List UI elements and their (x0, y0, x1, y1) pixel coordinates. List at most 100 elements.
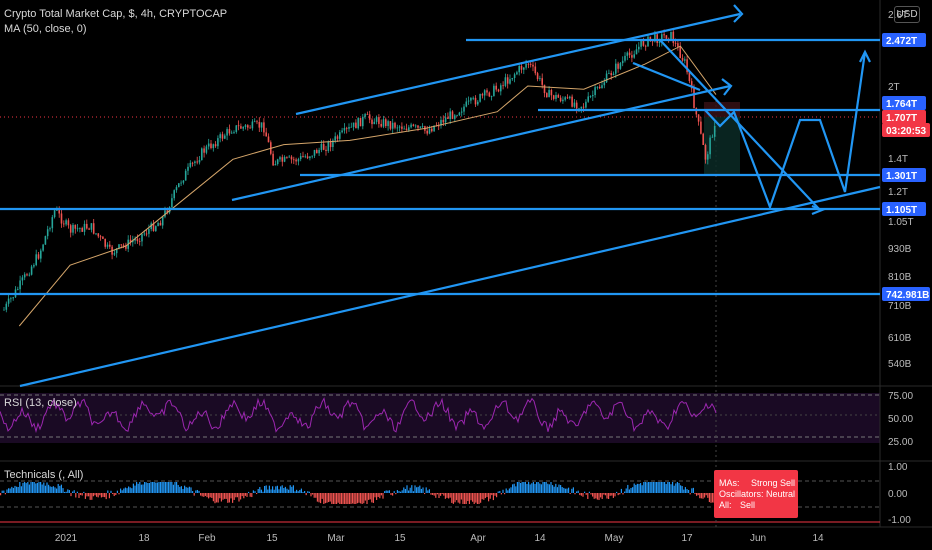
projection-path[interactable] (704, 51, 867, 211)
candle-body (497, 89, 500, 92)
candle-body (343, 127, 346, 131)
candles[interactable] (3, 27, 716, 313)
tech-bar (0, 493, 2, 496)
tech-bar (56, 488, 58, 493)
tech-bar (643, 482, 645, 493)
candle-body (86, 223, 88, 229)
candle-body (28, 274, 31, 276)
candle-body (391, 122, 394, 129)
long-support-line[interactable] (19, 185, 881, 388)
tech-bar (14, 485, 16, 493)
tech-bar (25, 483, 27, 493)
tech-bar (436, 493, 438, 495)
ma-line[interactable] (18, 45, 717, 327)
candle-body (102, 236, 104, 239)
candle-body (513, 74, 516, 78)
tech-bar (288, 489, 290, 493)
tech-bar (444, 493, 446, 499)
candle-body (92, 223, 95, 234)
tech-bar (665, 484, 667, 493)
candle-body (288, 156, 290, 158)
candle-body (626, 52, 629, 56)
tech-bar (179, 486, 181, 493)
rsi-legend[interactable]: RSI (13, close) (4, 397, 77, 409)
tech-bar (169, 482, 171, 493)
tech-bar (62, 488, 64, 493)
price-tick-label: 1.05T (888, 217, 914, 228)
tech-bar (105, 493, 107, 500)
tech-bar (556, 487, 558, 493)
candle-body (585, 101, 587, 108)
tech-bar (467, 493, 469, 502)
tech-bar (670, 484, 672, 493)
tech-bar (209, 493, 211, 498)
tech-bar (144, 482, 146, 493)
tech-bar (326, 493, 328, 503)
technicals-legend[interactable]: Technicals (, All) (4, 469, 84, 481)
candle-body (247, 125, 249, 128)
candle-body (695, 108, 698, 115)
tech-bar (387, 490, 389, 493)
tech-bar (475, 493, 477, 503)
tech-bar (630, 487, 632, 493)
tech-bar (457, 493, 459, 503)
candle-body (56, 210, 58, 211)
price-tag (882, 123, 930, 137)
candle-body (336, 136, 339, 139)
candle-body (322, 144, 325, 150)
tech-bar (595, 493, 597, 499)
tech-bar (240, 493, 242, 500)
tech-bar (374, 493, 376, 498)
ma-legend[interactable]: MA (50, close, 0) (4, 23, 87, 35)
tech-bar (452, 493, 454, 504)
time-axis[interactable]: 2021 18 Feb 15 Mar 15 Apr 14 May 17 Jun 14 (55, 533, 824, 544)
candle-body (339, 132, 341, 139)
mid-trendline[interactable] (632, 61, 701, 92)
candle-body (65, 220, 67, 225)
candle-body (444, 117, 447, 123)
price-tag-text: 03:20:53 (886, 126, 926, 137)
candle-body (5, 303, 8, 310)
candle-body (320, 144, 323, 150)
tech-bar (283, 488, 285, 493)
candle-body (644, 45, 647, 47)
tech-bar (656, 482, 658, 493)
tech-bar (350, 493, 352, 504)
tech-bar (275, 486, 277, 493)
channel-lower-line[interactable] (231, 84, 731, 202)
tech-bar (555, 483, 557, 493)
candle-body (615, 63, 617, 74)
symbol-title[interactable]: Crypto Total Market Cap, $, 4h, CRYPTOCA… (4, 8, 228, 20)
tech-bar (411, 485, 413, 493)
tech-bar (94, 493, 96, 496)
tech-bar (216, 493, 218, 503)
tech-bar (267, 489, 269, 493)
tech-bar (566, 488, 568, 493)
candle-body (132, 240, 134, 243)
main-pane[interactable] (0, 0, 880, 385)
channel-upper-line[interactable] (295, 12, 741, 116)
candle-body (670, 31, 672, 39)
candle-body (214, 144, 217, 147)
tech-bar (299, 489, 301, 493)
candle-body (157, 222, 159, 227)
price-axis[interactable]: 2.6T 2T 1.4T 1.2T 1.05T 930B 810B 710B 610B 540B (888, 10, 914, 370)
tech-bar (545, 482, 547, 493)
all-label: All: (719, 500, 732, 510)
rsi-line[interactable] (0, 397, 717, 434)
time-tick-label: 15 (266, 533, 278, 544)
tech-bar (646, 482, 648, 493)
trendline-drawings[interactable] (0, 4, 881, 388)
currency-button[interactable]: USD (894, 6, 920, 23)
tech-tick-label: -1.00 (888, 515, 911, 526)
tech-bar (395, 493, 397, 495)
candle-body (17, 289, 19, 290)
tech-bar (470, 493, 472, 501)
tech-bar (587, 493, 589, 499)
price-tag-text: 1.707T (886, 113, 917, 124)
tech-bar (459, 493, 461, 504)
candle-body (410, 124, 412, 128)
tech-bar (502, 489, 504, 493)
tech-bar (208, 493, 210, 499)
